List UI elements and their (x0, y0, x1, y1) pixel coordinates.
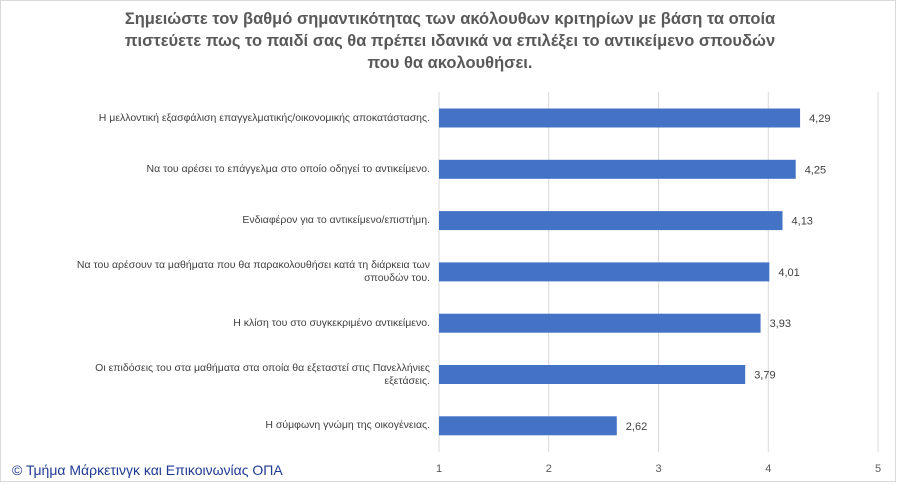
category-label-line: Η σύμφωνη γνώμη της οικογένειας. (265, 419, 430, 432)
category-label-line: Να του αρέσει το επάγγελμα στο οποίο οδη… (146, 162, 431, 175)
category-label-line: Οι επιδόσεις του στα μαθήματα στα οποία … (95, 361, 430, 374)
category-label-line: σπουδών του. (364, 271, 430, 284)
x-tick-label: 2 (546, 463, 552, 475)
chart-title: Σημειώστε τον βαθμό σημαντικότητας των α… (60, 8, 840, 74)
category-label-line: Ενδιαφέρον για το αντικείμενο/επιστήμη. (242, 214, 430, 227)
category-label: Να του αρέσουν τα μαθήματα που θα παρακο… (10, 259, 430, 285)
category-label-line: Να του αρέσουν τα μαθήματα που θα παρακο… (76, 258, 430, 271)
copyright-footer: © Τμήμα Μάρκετινγκ και Επικοινωνίας ΟΠΑ (12, 462, 283, 478)
category-label-line: εξετάσεις. (384, 374, 430, 387)
bar (439, 313, 761, 333)
bar (439, 159, 796, 179)
category-label: Ενδιαφέρον για το αντικείμενο/επιστήμη. (10, 214, 430, 227)
category-label-line: Η κλίση του στο συγκεκριμένο αντικείμενο… (233, 316, 430, 329)
x-tick-label: 1 (436, 463, 442, 475)
data-label: 4,13 (792, 216, 813, 228)
category-label-line: Η μελλοντική εξασφάλιση επαγγελματικής/ο… (98, 111, 430, 124)
data-label: 4,25 (805, 164, 826, 176)
x-tick-label: 3 (655, 463, 661, 475)
bar (439, 211, 783, 231)
chart-title-line-3: που θα ακολουθήσει. (367, 54, 533, 72)
x-tick-label: 5 (875, 463, 881, 475)
x-tick-label: 4 (765, 463, 771, 475)
bar (439, 108, 801, 128)
category-label: Η μελλοντική εξασφάλιση επαγγελματικής/ο… (10, 112, 430, 125)
data-label: 3,79 (754, 370, 775, 382)
data-label: 3,93 (770, 318, 791, 330)
bar (439, 262, 770, 282)
category-label: Η σύμφωνη γνώμη της οικογένειας. (10, 419, 430, 432)
category-label: Οι επιδόσεις του στα μαθήματα στα οποία … (10, 362, 430, 388)
bar (439, 365, 746, 384)
data-label: 4,29 (809, 113, 830, 125)
data-label: 2,62 (626, 421, 647, 433)
category-label: Η κλίση του στο συγκεκριμένο αντικείμενο… (10, 317, 430, 330)
bar (439, 416, 617, 436)
chart-title-line-1: Σημειώστε τον βαθμό σημαντικότητας των α… (124, 10, 776, 28)
category-label: Να του αρέσει το επάγγελμα στο οποίο οδη… (10, 162, 431, 176)
chart-title-line-2: πιστεύετε πως το παιδί σας θα πρέπει ιδα… (124, 32, 776, 50)
data-label: 4,01 (778, 267, 799, 279)
